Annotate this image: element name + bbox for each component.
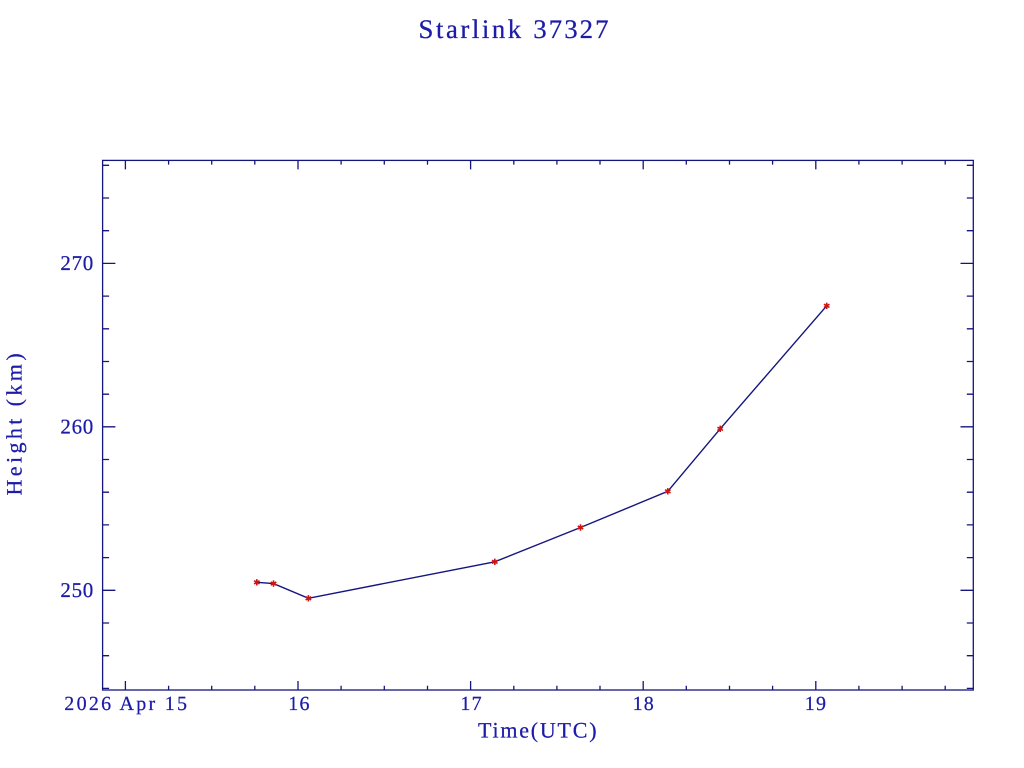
svg-text:250: 250 bbox=[60, 578, 94, 602]
svg-text:18: 18 bbox=[633, 693, 655, 715]
svg-text:260: 260 bbox=[60, 415, 94, 439]
svg-text:16: 16 bbox=[288, 693, 310, 715]
svg-text:Time(UTC): Time(UTC) bbox=[478, 718, 598, 743]
svg-text:19: 19 bbox=[805, 693, 827, 715]
svg-text:17: 17 bbox=[460, 693, 482, 715]
svg-text:Height (km): Height (km) bbox=[2, 350, 27, 496]
svg-text:37327: 37327 bbox=[533, 14, 610, 44]
svg-text:270: 270 bbox=[60, 251, 94, 275]
svg-text:2026 Apr 15: 2026 Apr 15 bbox=[64, 693, 189, 715]
svg-text:Starlink: Starlink bbox=[419, 14, 524, 44]
